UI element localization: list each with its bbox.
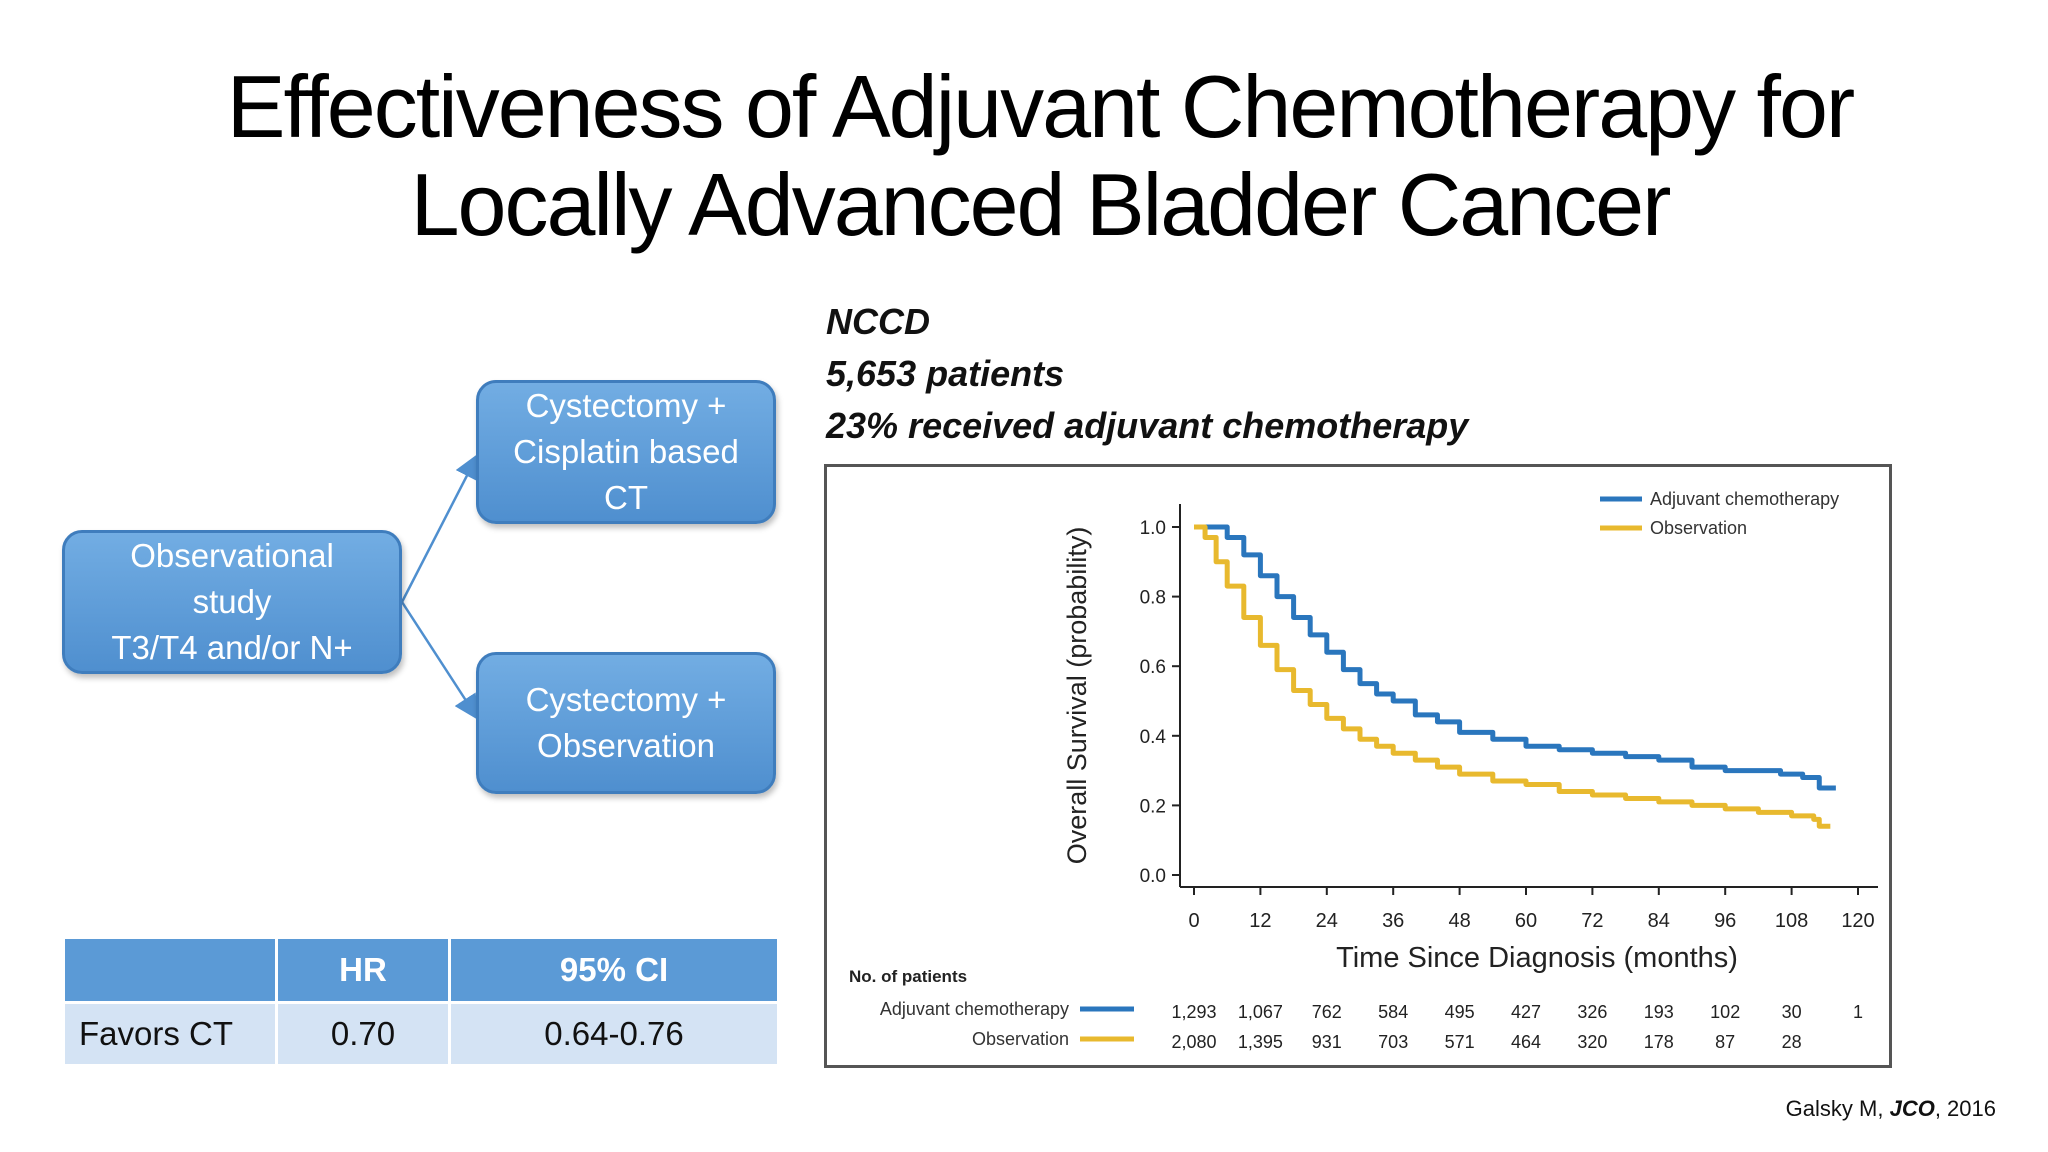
table-header-row: HR 95% CI	[62, 936, 780, 1004]
risk-table-cell: 703	[1378, 1032, 1408, 1052]
hazard-ratio-table: HR 95% CI Favors CT 0.70 0.64-0.76	[62, 936, 780, 1067]
series-line-observation	[1194, 524, 1831, 829]
risk-table-cell: 102	[1710, 1002, 1740, 1022]
table-row: Favors CT 0.70 0.64-0.76	[62, 1001, 780, 1067]
risk-table-cell: 762	[1312, 1002, 1342, 1022]
box-line: Observational	[130, 537, 334, 574]
x-tick-label: 12	[1249, 910, 1271, 932]
risk-table-cell: 931	[1312, 1032, 1342, 1052]
y-tick-label: 0.2	[1140, 796, 1166, 817]
x-tick-label: 48	[1448, 910, 1470, 932]
y-tick-label: 0.4	[1140, 727, 1167, 748]
legend-label: Observation	[1650, 518, 1747, 538]
arrow-to-observation	[400, 601, 479, 721]
x-axis-label: Time Since Diagnosis (months)	[1336, 942, 1738, 974]
x-tick-label: 84	[1648, 910, 1670, 932]
y-tick-label: 0.6	[1140, 657, 1166, 678]
cystectomy-observation-box: Cystectomy + Observation	[476, 652, 776, 794]
slide-title: Effectiveness of Adjuvant Chemotherapy f…	[0, 58, 2048, 254]
x-tick-label: 120	[1841, 910, 1874, 932]
risk-table-cell: 1,395	[1238, 1032, 1283, 1052]
box-line: T3/T4 and/or N+	[111, 629, 353, 666]
table-header-hr: HR	[275, 936, 451, 1004]
risk-table-cell: 427	[1511, 1002, 1541, 1022]
y-tick-label: 0.0	[1140, 866, 1166, 887]
y-axis-label: Overall Survival (probability)	[1062, 527, 1092, 865]
x-tick-label: 24	[1316, 910, 1338, 932]
x-tick-label: 96	[1714, 910, 1736, 932]
risk-table-cell: 584	[1378, 1002, 1408, 1022]
risk-table-cell: 193	[1644, 1002, 1674, 1022]
risk-table-cell: 1	[1853, 1002, 1863, 1022]
box-line: Cystectomy +	[525, 681, 727, 718]
x-tick-label: 108	[1775, 910, 1808, 932]
series-line-adjuvant	[1194, 524, 1836, 791]
study-summary: NCCD 5,653 patients 23% received adjuvan…	[826, 296, 1468, 452]
box-line: Observation	[537, 727, 715, 764]
table-cell-label: Favors CT	[62, 1001, 278, 1067]
x-tick-label: 72	[1581, 910, 1603, 932]
y-tick-label: 1.0	[1140, 518, 1166, 539]
survival-chart-frame: 0.0 0.2 0.4 0.6 0.8 1.0 0 12 24 36 48 60 72 84 96 108 12…	[824, 464, 1892, 1068]
risk-table-cell: 2,080	[1171, 1032, 1216, 1052]
study-received: 23% received adjuvant chemotherapy	[826, 405, 1469, 446]
table-header-ci: 95% CI	[448, 936, 780, 1004]
risk-table-cell: 464	[1511, 1032, 1541, 1052]
risk-table-cell: 28	[1782, 1032, 1802, 1052]
risk-row-label: Observation	[972, 1029, 1069, 1049]
box-line: Cystectomy +	[525, 387, 727, 424]
x-tick-label: 60	[1515, 910, 1537, 932]
citation-year: , 2016	[1934, 1096, 1996, 1121]
risk-row-label: Adjuvant chemotherapy	[880, 999, 1069, 1019]
risk-table-cell: 1,293	[1171, 1002, 1216, 1022]
arrow-to-ct	[400, 453, 479, 603]
risk-table-cell: 1,067	[1238, 1002, 1283, 1022]
title-line-1: Effectiveness of Adjuvant Chemotherapy f…	[226, 57, 1855, 156]
risk-table-cell: 326	[1577, 1002, 1607, 1022]
box-line: CT	[604, 479, 648, 516]
study-patients: 5,653 patients	[826, 353, 1065, 394]
survival-chart: 0.00.20.40.60.81.00 12 24 36 48 60 72 84 96 108 12…	[849, 489, 1878, 1052]
y-tick-label: 0.8	[1140, 588, 1166, 609]
risk-table-cell: 320	[1577, 1032, 1607, 1052]
risk-table-title: No. of patients	[849, 967, 967, 986]
table-cell-ci: 0.64-0.76	[448, 1001, 780, 1067]
risk-table-cell: 178	[1644, 1032, 1674, 1052]
legend-label: Adjuvant chemotherapy	[1650, 489, 1839, 509]
table-cell-hr: 0.70	[275, 1001, 451, 1067]
risk-table-cell: 495	[1445, 1002, 1475, 1022]
citation-journal: JCO	[1889, 1096, 1935, 1121]
observational-study-box: Observational study T3/T4 and/or N+	[62, 530, 402, 674]
x-tick-label: 0	[1188, 910, 1199, 932]
title-line-2: Locally Advanced Bladder Cancer	[410, 155, 1672, 254]
cystectomy-ct-box: Cystectomy + Cisplatin based CT	[476, 380, 776, 524]
risk-table-cell: 571	[1445, 1032, 1475, 1052]
risk-table-cell: 87	[1715, 1032, 1735, 1052]
table-header-empty	[62, 936, 278, 1004]
box-line: study	[192, 583, 272, 620]
study-name: NCCD	[826, 301, 930, 342]
box-line: Cisplatin based	[513, 433, 739, 470]
risk-table-cell: 30	[1782, 1002, 1802, 1022]
citation-author: Galsky M,	[1785, 1096, 1890, 1121]
citation: Galsky M, JCO, 2016	[1786, 1096, 1996, 1122]
x-tick-label: 36	[1382, 910, 1404, 932]
